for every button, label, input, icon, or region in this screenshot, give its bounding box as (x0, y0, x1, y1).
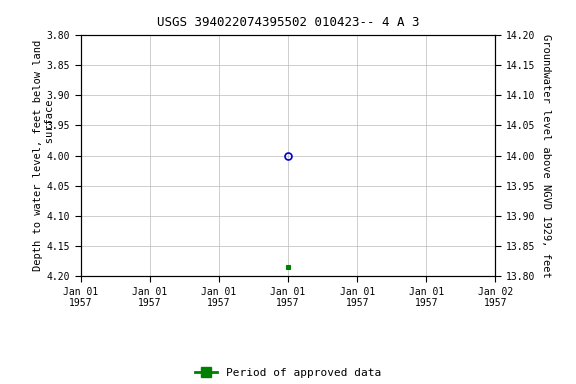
Y-axis label: Groundwater level above NGVD 1929, feet: Groundwater level above NGVD 1929, feet (541, 34, 551, 277)
Legend: Period of approved data: Period of approved data (191, 363, 385, 382)
Y-axis label: Depth to water level, feet below land
           surface: Depth to water level, feet below land su… (33, 40, 55, 271)
Title: USGS 394022074395502 010423-- 4 A 3: USGS 394022074395502 010423-- 4 A 3 (157, 16, 419, 29)
